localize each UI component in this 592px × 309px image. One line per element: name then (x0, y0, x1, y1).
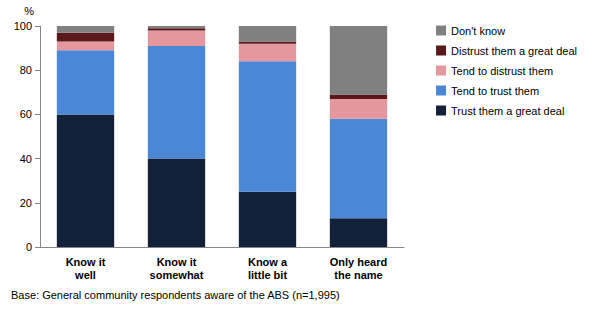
svg-text:80: 80 (20, 64, 32, 76)
svg-text:Don't know: Don't know (451, 25, 505, 37)
svg-text:Distrust them a great deal: Distrust them a great deal (451, 45, 577, 57)
svg-text:40: 40 (20, 153, 32, 165)
svg-text:Trust them a great deal: Trust them a great deal (451, 105, 564, 117)
svg-text:%: % (24, 5, 34, 17)
svg-text:Know it: Know it (66, 256, 106, 268)
svg-text:Know it: Know it (157, 256, 197, 268)
svg-text:20: 20 (20, 197, 32, 209)
svg-text:60: 60 (20, 108, 32, 120)
svg-text:the name: the name (334, 269, 382, 281)
svg-text:well: well (74, 269, 96, 281)
svg-text:Know a: Know a (248, 256, 288, 268)
svg-text:100: 100 (14, 20, 32, 32)
svg-text:Tend to distrust them: Tend to distrust them (451, 65, 553, 77)
svg-text:Base: General community respon: Base: General community respondents awar… (11, 289, 340, 301)
svg-text:Tend to trust them: Tend to trust them (451, 85, 539, 97)
svg-text:little bit: little bit (248, 269, 287, 281)
svg-text:somewhat: somewhat (150, 269, 204, 281)
svg-text:0: 0 (26, 241, 32, 253)
svg-text:Only heard: Only heard (330, 256, 387, 268)
